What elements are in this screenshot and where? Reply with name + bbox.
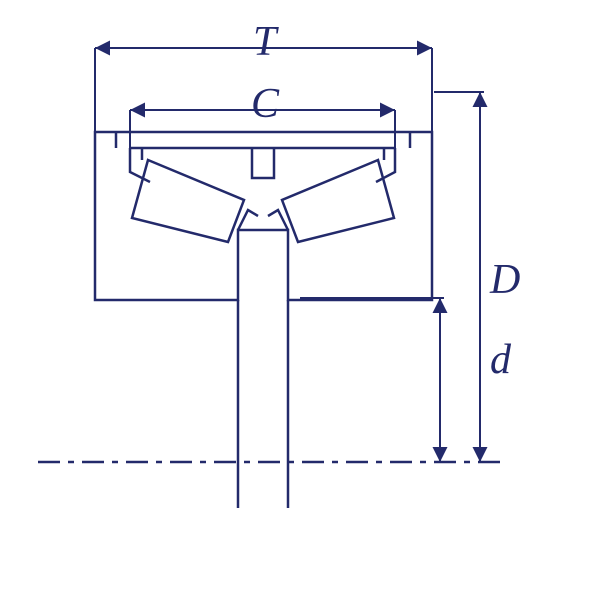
center-rib	[252, 148, 274, 178]
roller-right	[282, 160, 394, 242]
dimension-lines	[95, 48, 484, 462]
roller-left	[132, 160, 244, 242]
part-outline	[95, 132, 432, 508]
label-D: D	[490, 256, 520, 304]
cone-rib-left	[238, 210, 258, 230]
outer-cup	[95, 132, 432, 300]
cone-rib-right	[268, 210, 288, 230]
bore-walls	[238, 300, 288, 508]
label-T: T	[253, 18, 276, 66]
label-d: d	[490, 336, 511, 384]
cup-inner-step	[116, 132, 410, 148]
label-C: C	[251, 80, 279, 128]
